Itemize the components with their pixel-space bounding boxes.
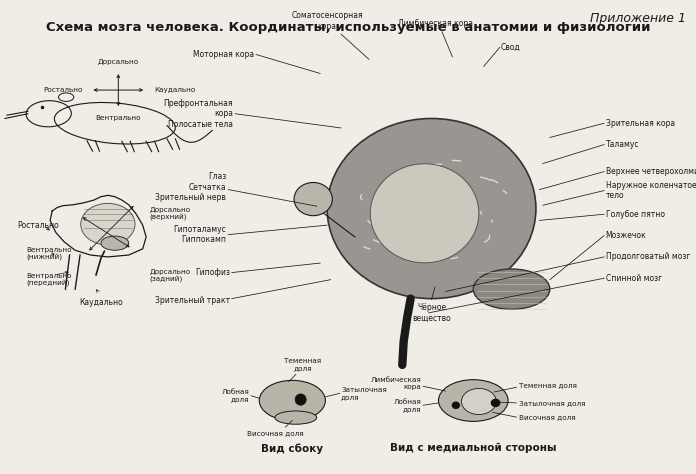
- Text: Дорсально
(верхний): Дорсально (верхний): [150, 207, 191, 221]
- Text: Схема мозга человека. Координаты, используемые в анатомии и физиологии: Схема мозга человека. Координаты, исполь…: [46, 21, 650, 34]
- Text: Каудально: Каудально: [155, 87, 196, 93]
- Ellipse shape: [294, 182, 333, 216]
- Text: Чёрное
вещество: Чёрное вещество: [412, 303, 451, 323]
- Text: Дорсально: Дорсально: [97, 59, 139, 65]
- Text: Зрительный тракт: Зрительный тракт: [155, 297, 230, 305]
- Text: Моторная кора: Моторная кора: [193, 50, 254, 59]
- Text: Дорсально
(задний): Дорсально (задний): [150, 269, 191, 283]
- Text: Продолговатый мозг: Продолговатый мозг: [606, 253, 690, 261]
- Ellipse shape: [452, 401, 460, 409]
- Text: Свод: Свод: [501, 43, 521, 52]
- Text: Ростально: Ростально: [17, 221, 59, 229]
- Text: Таламус: Таламус: [606, 140, 639, 149]
- Text: Затылочная
доля: Затылочная доля: [341, 387, 387, 400]
- Text: Зрительная кора: Зрительная кора: [606, 119, 674, 128]
- Text: Вентрально
(передний): Вентрально (передний): [26, 273, 72, 287]
- Text: Гипофиз: Гипофиз: [195, 268, 230, 277]
- Text: Лимбическая
кора: Лимбическая кора: [370, 377, 421, 391]
- Text: Теменная доля: Теменная доля: [519, 383, 576, 388]
- Ellipse shape: [370, 164, 479, 263]
- Text: Верхнее четверохолмие: Верхнее четверохолмие: [606, 167, 696, 176]
- Text: Лобная
доля: Лобная доля: [221, 389, 249, 402]
- Text: Височная доля: Височная доля: [519, 414, 575, 420]
- Text: Лимбическая кора: Лимбическая кора: [397, 19, 473, 28]
- Text: Ростально: Ростально: [42, 87, 82, 93]
- Text: Соматосенсорная
кора: Соматосенсорная кора: [292, 11, 363, 31]
- Text: Спинной мозг: Спинной мозг: [606, 274, 662, 283]
- Text: Голубое пятно: Голубое пятно: [606, 210, 665, 219]
- Text: Префронтальная
кора
Полосатые тела: Префронтальная кора Полосатые тела: [164, 99, 233, 128]
- Ellipse shape: [461, 389, 496, 414]
- Text: Наружное коленчатое
тело: Наружное коленчатое тело: [606, 181, 696, 200]
- Ellipse shape: [295, 394, 306, 405]
- Ellipse shape: [491, 399, 500, 407]
- Text: Вентрально
(нижний): Вентрально (нижний): [26, 247, 72, 261]
- Ellipse shape: [473, 269, 550, 310]
- Text: Глаз
Сетчатка
Зрительный нерв: Глаз Сетчатка Зрительный нерв: [155, 173, 226, 202]
- Text: Мозжечок: Мозжечок: [606, 231, 647, 240]
- Text: Вид с медиальной стороны: Вид с медиальной стороны: [390, 443, 557, 453]
- Text: Лобная
доля: Лобная доля: [393, 399, 421, 412]
- Text: Затылочная доля: Затылочная доля: [519, 400, 585, 406]
- Ellipse shape: [275, 411, 317, 424]
- Text: Каудально: Каудально: [79, 298, 122, 307]
- Ellipse shape: [327, 118, 536, 299]
- Text: Вид сбоку: Вид сбоку: [261, 443, 324, 454]
- Text: Вентрально: Вентрально: [95, 115, 141, 121]
- Ellipse shape: [81, 203, 135, 245]
- Ellipse shape: [259, 380, 325, 421]
- Ellipse shape: [438, 380, 508, 421]
- Ellipse shape: [101, 236, 129, 250]
- Text: Височная доля: Височная доля: [246, 430, 303, 436]
- Text: Теменная
доля: Теменная доля: [284, 358, 322, 371]
- Text: Гипоталамус
Гиппокамп: Гипоталамус Гиппокамп: [173, 225, 226, 244]
- Text: Приложение 1: Приложение 1: [590, 12, 686, 25]
